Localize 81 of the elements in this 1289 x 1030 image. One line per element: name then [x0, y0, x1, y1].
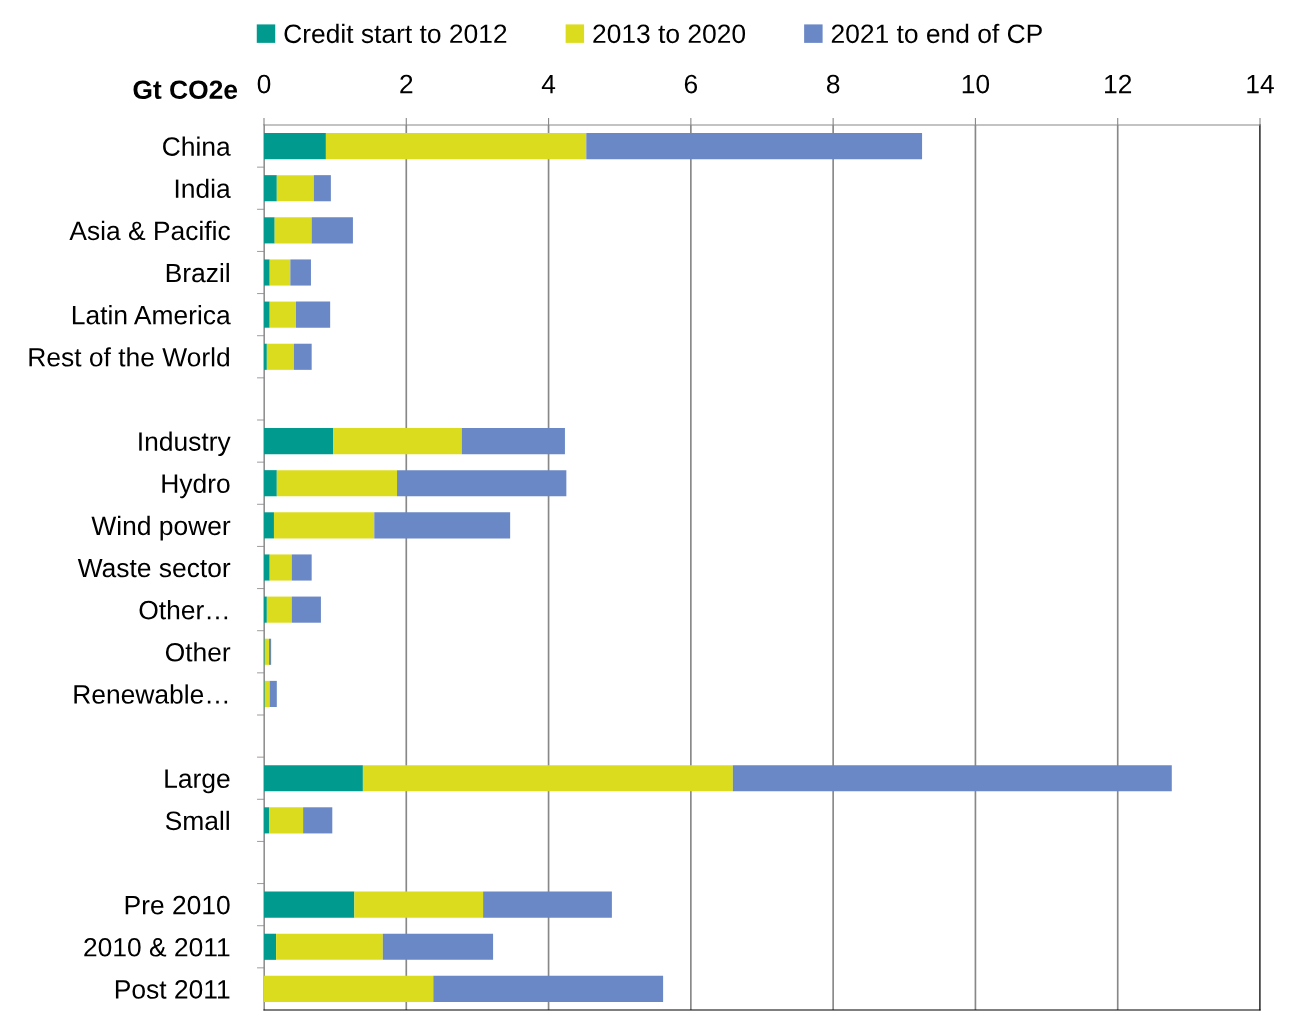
bar	[296, 301, 331, 328]
y-tick-label: Post 2011	[115, 980, 230, 999]
bar	[264, 638, 269, 665]
bar	[291, 596, 321, 623]
bar	[325, 133, 587, 160]
bar	[264, 765, 363, 792]
bar	[291, 554, 312, 581]
bar	[293, 343, 312, 370]
y-tick-label: China	[163, 136, 231, 156]
bar	[264, 259, 270, 286]
y-tick-label: India	[175, 178, 231, 199]
bar	[264, 175, 277, 202]
bar	[264, 301, 270, 328]
bar	[264, 343, 267, 370]
y-tick-label: Industry	[139, 431, 231, 457]
y-tick-label: Brazil	[166, 262, 229, 283]
bar	[362, 765, 733, 792]
bar	[268, 638, 272, 665]
y-tick-label: Large	[165, 769, 230, 794]
bar	[433, 975, 664, 1002]
bar	[264, 891, 355, 918]
bar	[290, 259, 311, 286]
bar	[264, 554, 270, 581]
y-tick-label: Wind power	[91, 515, 231, 541]
x-tick-label: 0	[257, 74, 271, 94]
bar	[269, 680, 277, 707]
bar	[303, 807, 333, 834]
y-tick-label: Pre 2010	[125, 895, 230, 915]
bar	[483, 891, 612, 918]
bar	[276, 933, 383, 960]
y-tick-label: Renewable…	[74, 684, 228, 704]
y-tick-label: Small	[165, 810, 229, 831]
x-tick-label: 10	[962, 74, 990, 94]
bar	[276, 470, 398, 497]
bar	[266, 596, 292, 623]
bar	[333, 428, 462, 455]
x-tick-label: 6	[684, 74, 698, 94]
bar	[273, 512, 375, 539]
bar	[269, 301, 297, 328]
legend-label: Credit start to 2012	[284, 23, 507, 44]
bar	[269, 259, 291, 286]
bar	[264, 596, 267, 623]
bar	[311, 217, 353, 244]
bar	[264, 933, 277, 960]
bar	[586, 133, 923, 160]
x-axis-title: Gt CO2e	[133, 80, 238, 100]
bar	[382, 933, 494, 960]
bar	[274, 217, 312, 244]
bar	[354, 891, 484, 918]
bar	[461, 428, 565, 455]
bar	[264, 807, 269, 834]
bar	[264, 470, 277, 497]
x-tick-label: 8	[826, 74, 840, 94]
x-tick-label: 14	[1247, 74, 1274, 94]
bar	[264, 512, 274, 539]
y-tick-label: Hydro	[162, 473, 230, 499]
y-tick-label: Asia & Pacific	[69, 220, 230, 241]
y-tick-label: Other…	[139, 600, 228, 620]
bar	[732, 765, 1172, 792]
bar	[264, 133, 326, 160]
x-tick-label: 12	[1105, 74, 1132, 94]
bar	[264, 428, 334, 455]
x-tick-label: 2	[400, 74, 413, 94]
y-tick-label: Other	[165, 642, 231, 662]
bar	[266, 343, 294, 370]
y-tick-label: Latin America	[72, 305, 231, 325]
bar	[397, 470, 567, 497]
y-tick-label: 2010 & 2011	[84, 937, 230, 957]
x-tick-label: 4	[541, 74, 556, 94]
bar	[264, 680, 270, 707]
bar	[269, 554, 292, 581]
bar	[276, 175, 314, 202]
bar	[313, 175, 331, 202]
bar	[268, 807, 304, 834]
bar	[374, 512, 511, 539]
legend-label: 2013 to 2020	[593, 24, 746, 44]
y-tick-label: Rest of the World	[29, 347, 229, 367]
y-tick-label: Waste sector	[77, 558, 231, 578]
bar	[264, 217, 275, 244]
bar	[264, 975, 434, 1002]
legend-label: 2021 to end of CP	[831, 23, 1042, 44]
